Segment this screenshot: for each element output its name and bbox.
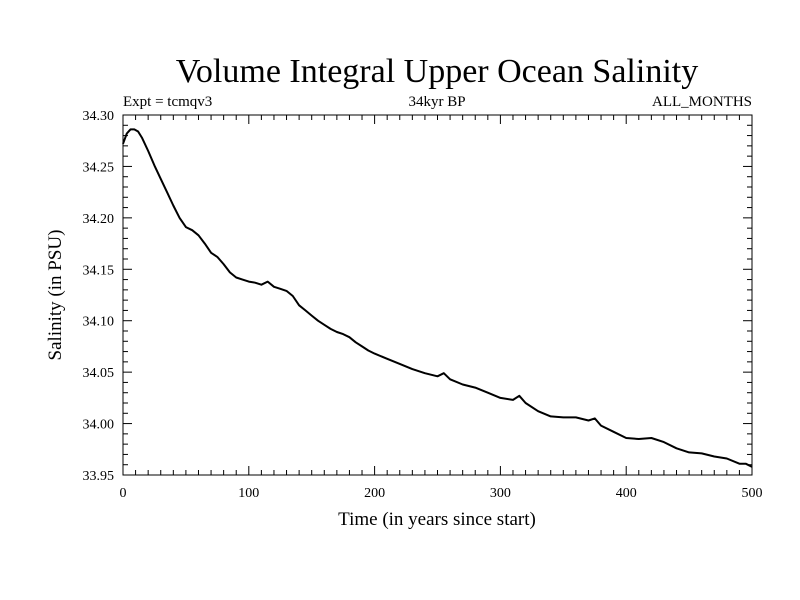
subtitle-months: ALL_MONTHS (652, 94, 752, 110)
y-axis-tick-labels: 33.95 34.00 34.05 34.10 34.15 34.20 34.25 34.30 (83, 109, 115, 484)
x-axis-tick-labels: 0 100 200 300 400 500 (120, 486, 763, 501)
y-tick-label: 34.00 (83, 418, 115, 433)
x-tick-label: 200 (364, 486, 385, 501)
y-axis-label: Salinity (in PSU) (45, 230, 66, 361)
chart-title: Volume Integral Upper Ocean Salinity (176, 53, 698, 90)
y-tick-label: 34.15 (83, 263, 115, 278)
salinity-series-line (122, 128, 753, 468)
x-tick-label: 0 (120, 486, 127, 501)
y-tick-label: 34.10 (83, 315, 115, 330)
y-axis-ticks (123, 114, 752, 476)
x-axis-ticks (122, 115, 753, 475)
subtitle-period: 34kyr BP (408, 94, 465, 110)
y-tick-label: 34.05 (83, 366, 115, 381)
y-tick-label: 33.95 (83, 469, 115, 484)
subtitle-expt: Expt = tcmqv3 (123, 94, 212, 110)
y-tick-label: 34.25 (83, 160, 115, 175)
x-tick-label: 300 (490, 486, 511, 501)
plot-frame (122, 114, 753, 476)
y-tick-label: 34.20 (83, 212, 115, 227)
x-axis-label: Time (in years since start) (338, 509, 536, 530)
y-tick-label: 34.30 (83, 109, 115, 124)
x-tick-label: 500 (742, 486, 763, 501)
x-tick-label: 100 (238, 486, 259, 501)
x-tick-label: 400 (616, 486, 637, 501)
